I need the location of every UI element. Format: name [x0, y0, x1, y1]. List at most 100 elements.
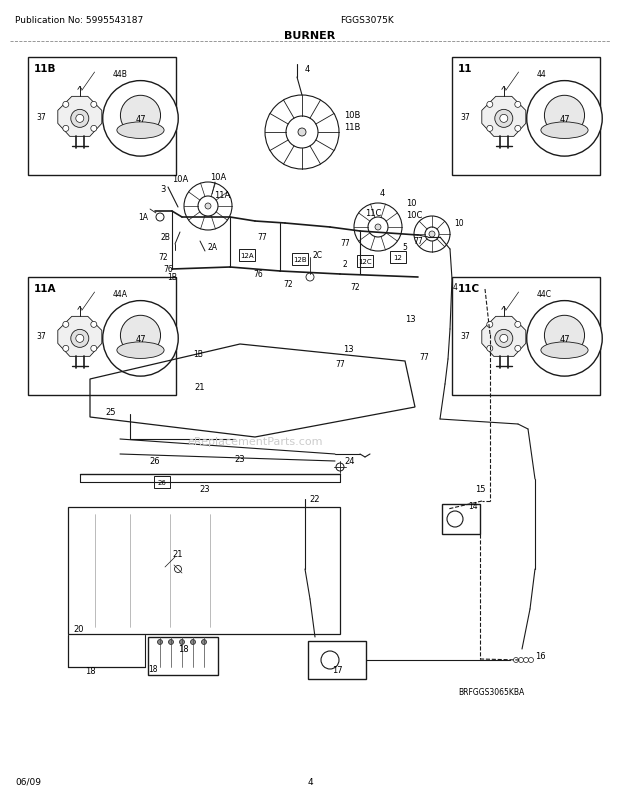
- Circle shape: [91, 126, 97, 132]
- Text: 24: 24: [345, 457, 355, 466]
- Text: 47: 47: [135, 334, 146, 343]
- Circle shape: [500, 115, 508, 124]
- Text: 20: 20: [73, 625, 84, 634]
- Circle shape: [265, 96, 339, 170]
- Text: 44B: 44B: [112, 70, 127, 79]
- Circle shape: [71, 330, 89, 348]
- Circle shape: [76, 115, 84, 124]
- Text: 2: 2: [343, 260, 347, 269]
- Circle shape: [528, 658, 533, 662]
- Text: 26: 26: [149, 457, 161, 466]
- Text: Publication No: 5995543187: Publication No: 5995543187: [15, 16, 143, 25]
- Bar: [452, 277, 600, 395]
- Text: 13: 13: [343, 345, 353, 354]
- Circle shape: [515, 102, 521, 108]
- Circle shape: [544, 316, 585, 356]
- Text: 77: 77: [340, 238, 350, 247]
- Circle shape: [156, 214, 164, 221]
- Text: 3: 3: [161, 185, 166, 194]
- Circle shape: [425, 228, 439, 241]
- Circle shape: [120, 316, 161, 356]
- Text: 10B: 10B: [344, 111, 360, 119]
- Circle shape: [103, 82, 178, 157]
- Circle shape: [495, 110, 513, 128]
- Text: 1A: 1A: [138, 213, 148, 222]
- Circle shape: [306, 273, 314, 282]
- Circle shape: [120, 96, 161, 136]
- Ellipse shape: [117, 342, 164, 359]
- Bar: [148, 638, 218, 675]
- Circle shape: [157, 640, 162, 645]
- Bar: [28, 277, 176, 395]
- Text: 15: 15: [475, 485, 485, 494]
- Circle shape: [321, 651, 339, 669]
- Circle shape: [202, 640, 206, 645]
- Text: 2A: 2A: [208, 242, 218, 251]
- Text: 77: 77: [257, 233, 267, 242]
- Bar: [239, 249, 255, 261]
- Text: 10A: 10A: [210, 173, 226, 182]
- Text: 10: 10: [454, 218, 464, 227]
- Circle shape: [527, 302, 602, 377]
- Circle shape: [190, 640, 195, 645]
- Text: 12A: 12A: [240, 253, 254, 259]
- Text: BURNER: BURNER: [285, 31, 335, 41]
- Text: 4: 4: [453, 283, 458, 292]
- Circle shape: [515, 126, 521, 132]
- Text: 10: 10: [406, 198, 417, 207]
- Text: 77: 77: [413, 237, 423, 246]
- Circle shape: [487, 102, 493, 108]
- Polygon shape: [58, 317, 102, 357]
- Bar: [357, 256, 373, 268]
- Circle shape: [91, 102, 97, 108]
- Circle shape: [91, 346, 97, 352]
- Bar: [28, 58, 176, 176]
- Bar: [442, 504, 480, 534]
- Circle shape: [63, 322, 69, 328]
- Circle shape: [91, 322, 97, 328]
- Text: 16: 16: [534, 652, 546, 661]
- Circle shape: [429, 232, 435, 237]
- Text: 11A: 11A: [214, 190, 230, 199]
- Text: 10A: 10A: [172, 174, 188, 184]
- Text: 44: 44: [536, 70, 546, 79]
- Circle shape: [523, 658, 528, 662]
- Text: 44A: 44A: [112, 290, 127, 298]
- Text: 14: 14: [468, 502, 477, 511]
- Text: 4: 4: [304, 64, 309, 74]
- Circle shape: [447, 512, 463, 528]
- Bar: [452, 58, 600, 176]
- Ellipse shape: [541, 342, 588, 359]
- Text: 12: 12: [394, 255, 402, 261]
- Circle shape: [544, 96, 585, 136]
- Bar: [292, 253, 308, 265]
- Text: 76: 76: [163, 265, 173, 274]
- Text: 11A: 11A: [34, 284, 56, 294]
- Text: 4: 4: [379, 188, 384, 197]
- Circle shape: [103, 302, 178, 377]
- Circle shape: [527, 82, 602, 157]
- Circle shape: [354, 204, 402, 252]
- Circle shape: [515, 346, 521, 352]
- Circle shape: [500, 335, 508, 343]
- Circle shape: [63, 102, 69, 108]
- Text: 47: 47: [559, 115, 570, 124]
- Text: 18: 18: [148, 665, 157, 674]
- Text: 47: 47: [135, 115, 146, 124]
- Text: 37: 37: [460, 112, 470, 121]
- Circle shape: [184, 183, 232, 231]
- Circle shape: [205, 204, 211, 210]
- Text: 25: 25: [105, 408, 115, 417]
- Text: 4: 4: [307, 777, 313, 786]
- Text: 12B: 12B: [293, 257, 307, 263]
- Circle shape: [414, 217, 450, 253]
- Circle shape: [336, 464, 344, 472]
- Text: 2C: 2C: [313, 250, 323, 259]
- Text: 44C: 44C: [536, 290, 551, 298]
- Text: 72: 72: [350, 283, 360, 292]
- Circle shape: [487, 126, 493, 132]
- Text: eReplacementParts.com: eReplacementParts.com: [187, 436, 323, 447]
- Circle shape: [71, 110, 89, 128]
- Text: 18: 18: [178, 645, 188, 654]
- Text: 23: 23: [235, 455, 246, 464]
